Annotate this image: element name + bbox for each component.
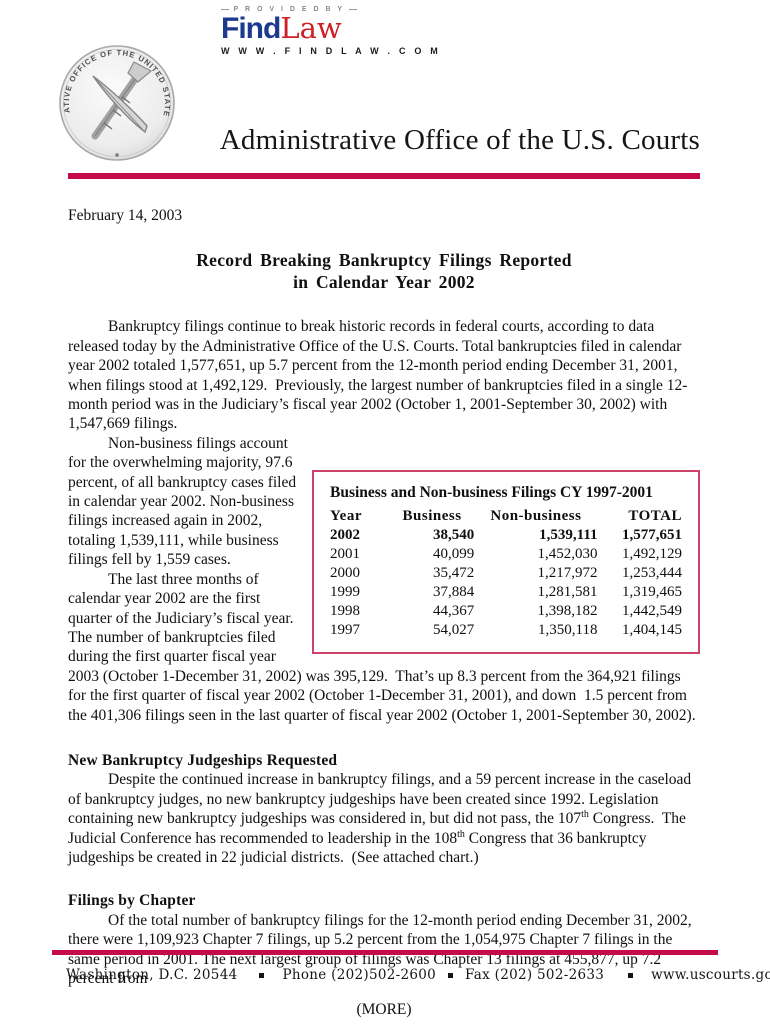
cell-nonbusiness: 1,452,030 — [537, 546, 598, 563]
footer: Washington, D.C. 20544 Phone (202)502-26… — [52, 950, 770, 983]
section-heading-chapter: Filings by Chapter — [68, 892, 196, 910]
cell-year: 2002 — [330, 527, 360, 544]
filings-table-header-row: Year Business Non-business TOTAL — [330, 507, 682, 526]
wrap-section: Business and Non-business Filings CY 199… — [68, 434, 700, 725]
column-header-total: TOTAL — [628, 508, 682, 525]
headline-line2: in Calendar Year 2002 — [293, 272, 475, 293]
paragraph-nonbusiness: Non-business filings account for the ove… — [68, 434, 300, 569]
cell-year: 1998 — [330, 603, 360, 620]
table-row: 2002 38,540 1,539,111 1,577,651 — [330, 526, 682, 545]
cell-nonbusiness: 1,539,111 — [539, 527, 598, 544]
findlaw-wordmark: FindLaw — [221, 14, 357, 44]
ordinal-108th: th — [457, 828, 465, 840]
paragraph-first-quarter: The last three months of calendar year 2… — [68, 570, 696, 724]
table-row: 1999 37,884 1,281,581 1,319,465 — [330, 583, 682, 602]
dateline: February 14, 2003 — [68, 207, 183, 224]
cell-business: 35,472 — [433, 565, 475, 582]
judgeships-text-1: Despite the continued increase in bankru… — [68, 771, 696, 828]
document-body: February 14, 2003 Record Breaking Bankru… — [68, 206, 700, 1020]
cell-business: 44,367 — [433, 603, 475, 620]
table-row: 2000 35,472 1,217,972 1,253,444 — [330, 564, 682, 583]
cell-year: 2001 — [330, 546, 360, 563]
cell-business: 54,027 — [433, 622, 475, 639]
findlaw-logo[interactable]: P R O V I D E D B Y FindLaw W W W . F I … — [221, 6, 441, 56]
cell-business: 40,099 — [433, 546, 475, 563]
cell-total: 1,404,145 — [622, 622, 682, 639]
headline-line1: Record Breaking Bankruptcy Filings Repor… — [196, 250, 572, 271]
cell-total: 1,577,651 — [622, 527, 682, 544]
page-title: Administrative Office of the U.S. Courts — [219, 124, 700, 156]
cell-year: 1997 — [330, 622, 360, 639]
filings-table-title: Business and Non-business Filings CY 199… — [330, 483, 653, 501]
cell-total: 1,492,129 — [622, 546, 682, 563]
ordinal-107th: th — [581, 809, 589, 820]
cell-total: 1,442,549 — [622, 603, 682, 620]
cell-nonbusiness: 1,217,972 — [537, 565, 598, 582]
column-header-nonbusiness: Non-business — [490, 508, 582, 525]
cell-year: 2000 — [330, 565, 360, 582]
footer-square-separator-icon — [448, 972, 454, 978]
cell-total: 1,253,444 — [622, 565, 682, 582]
footer-website-link[interactable]: www.uscourts.gov — [651, 967, 770, 983]
cell-nonbusiness: 1,350,118 — [538, 622, 598, 639]
footer-phone: Phone (202)502-2600 — [282, 967, 437, 983]
uscourts-seal-icon: ADMINISTRATIVE OFFICE OF THE UNITED STAT… — [53, 33, 175, 161]
provided-by-row: P R O V I D E D B Y — [221, 6, 358, 13]
judgeships-text-3: Congress that 36 bankruptcy judgeships b… — [68, 829, 651, 866]
cell-nonbusiness: 1,281,581 — [537, 584, 598, 601]
masthead-rule — [68, 173, 700, 179]
footer-square-separator-icon — [259, 972, 265, 978]
cell-total: 1,319,465 — [622, 584, 682, 601]
paragraph-overview: Bankruptcy filings continue to break his… — [68, 318, 688, 433]
findlaw-url-link[interactable]: W W W . F I N D L A W . C O M — [221, 46, 441, 56]
cell-nonbusiness: 1,398,182 — [537, 603, 598, 620]
footer-fax: Fax (202) 502-2633 — [465, 967, 605, 983]
section-heading-judgeships: New Bankruptcy Judgeships Requested — [68, 751, 338, 769]
judgeships-text-2: Congress. The Judicial Conference has re… — [68, 810, 690, 847]
provided-by-left-line — [221, 9, 230, 10]
table-row: 1998 44,367 1,398,182 1,442,549 — [330, 602, 682, 621]
paragraph-judgeships: Despite the continued increase in bankru… — [68, 770, 700, 867]
cell-business: 37,884 — [433, 584, 475, 601]
column-header-business: Business — [402, 508, 462, 525]
filings-table: Year Business Non-business TOTAL 2002 38… — [330, 507, 682, 640]
seal-center-emblem — [91, 61, 153, 157]
findlaw-wordmark-law: Law — [280, 11, 342, 45]
footer-square-separator-icon — [628, 972, 634, 978]
table-row: 1997 54,027 1,350,118 1,404,145 — [330, 621, 682, 640]
headline: Record Breaking Bankruptcy Filings Repor… — [68, 249, 700, 293]
uscourts-seal: ADMINISTRATIVE OFFICE OF THE UNITED STAT… — [53, 33, 177, 164]
more-marker: (MORE) — [356, 1001, 412, 1019]
column-header-year: Year — [330, 508, 362, 525]
provided-by-right-line — [348, 9, 358, 10]
table-row: 2001 40,099 1,452,030 1,492,129 — [330, 545, 682, 564]
cell-year: 1999 — [330, 584, 360, 601]
cell-business: 38,540 — [433, 527, 475, 544]
filings-table-box: Business and Non-business Filings CY 199… — [312, 469, 700, 655]
findlaw-wordmark-find: Find — [221, 12, 281, 45]
provided-by-label: P R O V I D E D B Y — [233, 6, 345, 13]
footer-address: Washington, D.C. 20544 — [66, 967, 238, 983]
